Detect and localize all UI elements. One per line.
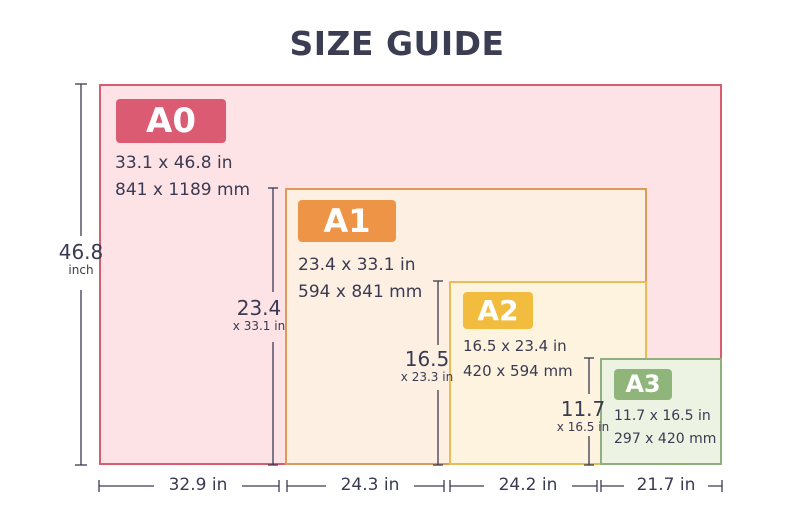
height-label-a1: 23.4 x 33.1 in bbox=[226, 297, 292, 333]
height-unit-a0: inch bbox=[68, 263, 94, 277]
height-value-a2: 16.5 bbox=[404, 347, 450, 371]
width-label-a0: 32.9 in bbox=[154, 475, 242, 495]
a0-mm: 841 x 1189 mm bbox=[115, 180, 251, 200]
height-label-a3: 11.7 x 16.5 in bbox=[553, 398, 613, 434]
a0-inches: 33.1 x 46.8 in bbox=[115, 153, 233, 173]
badge-a2: A2 bbox=[463, 292, 533, 329]
height-unit-a1: x 33.1 in bbox=[232, 319, 286, 333]
page-title: SIZE GUIDE bbox=[289, 24, 505, 63]
height-unit-a3: x 16.5 in bbox=[556, 420, 610, 434]
width-label-a3: 21.7 in bbox=[624, 475, 708, 495]
height-unit-a2: x 23.3 in bbox=[400, 370, 454, 384]
width-label-a2: 24.2 in bbox=[484, 475, 572, 495]
badge-a0: A0 bbox=[116, 99, 226, 143]
a1-mm: 594 x 841 mm bbox=[298, 282, 423, 302]
height-label-a2: 16.5 x 23.3 in bbox=[396, 348, 458, 384]
height-value-a1: 23.4 bbox=[236, 296, 282, 320]
a2-inches: 16.5 x 23.4 in bbox=[463, 337, 567, 355]
a1-inches: 23.4 x 33.1 in bbox=[298, 255, 416, 275]
badge-a1: A1 bbox=[298, 200, 396, 242]
height-value-a0: 46.8 bbox=[58, 240, 104, 264]
height-label-a0: 46.8 inch bbox=[56, 241, 106, 277]
a2-mm: 420 x 594 mm bbox=[463, 362, 573, 380]
a3-inches: 11.7 x 16.5 in bbox=[614, 408, 711, 424]
width-label-a1: 24.3 in bbox=[326, 475, 414, 495]
badge-a3: A3 bbox=[614, 369, 672, 400]
height-value-a3: 11.7 bbox=[560, 397, 606, 421]
a3-mm: 297 x 420 mm bbox=[614, 431, 717, 447]
